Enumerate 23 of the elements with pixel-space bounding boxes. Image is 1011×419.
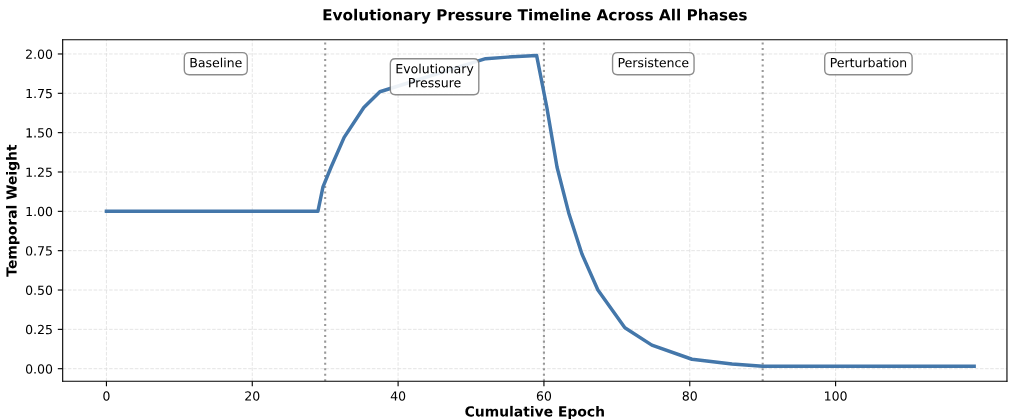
x-tick-label: 0: [103, 391, 110, 401]
y-tick-label: 1.75: [26, 88, 52, 99]
x-tick-label: 60: [536, 391, 552, 401]
y-tick-label: 0.25: [25, 324, 52, 335]
x-tick-label: 20: [245, 391, 260, 401]
line-series: [104, 53, 976, 369]
y-axis-title: Temporal Weight: [6, 144, 20, 277]
y-tick-label: 1.00: [26, 206, 53, 217]
y-tick-label: 0.50: [25, 285, 53, 295]
x-axis-title: Cumulative Epoch: [465, 405, 604, 419]
annotation: Baseline: [190, 57, 242, 68]
annotation: Perturbation: [830, 57, 907, 68]
chart-title: Evolutionary Pressure Timeline Across All Phases: [323, 8, 747, 24]
y-tick-label: 2.00: [26, 49, 53, 59]
y-tick-label: 0.75: [25, 246, 52, 256]
y-tick-label: 1.25: [26, 167, 52, 177]
annotation: Persistence: [618, 57, 689, 68]
x-tick-label: 40: [390, 391, 406, 401]
y-tick-label: 0.00: [25, 364, 53, 374]
annotation: Evolutionary Pressure: [396, 63, 474, 88]
x-tick-label: 100: [825, 391, 847, 401]
x-tick-label: 80: [682, 391, 697, 401]
y-tick-label: 1.50: [26, 128, 53, 138]
